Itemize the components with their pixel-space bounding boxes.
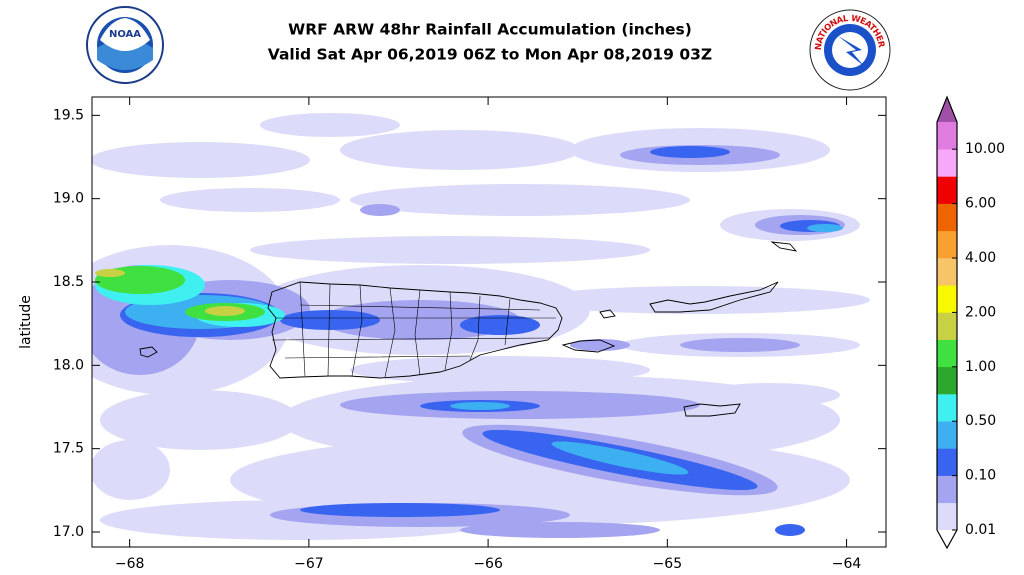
colorbar-tick-label: 6.00 — [965, 196, 996, 212]
colorbar-segment — [937, 421, 957, 449]
colorbar-tick-label: 4.00 — [965, 250, 996, 266]
subtitle: Valid Sat Apr 06,2019 06Z to Mon Apr 08,… — [268, 46, 712, 64]
y-tick-label: 17.5 — [53, 441, 84, 457]
y-tick-label: 18.0 — [53, 357, 84, 373]
colorbar-segment — [937, 285, 957, 313]
colorbar-segment — [937, 122, 957, 150]
colorbar-tick-label: 0.10 — [965, 468, 996, 484]
colorbar-under — [937, 530, 957, 548]
colorbar-tick-label: 0.50 — [965, 413, 996, 429]
title: WRF ARW 48hr Rainfall Accumulation (inch… — [288, 21, 692, 39]
noaa-logo: NOAA — [86, 6, 164, 84]
colorbar-tick-label: 10.00 — [965, 141, 1005, 157]
x-tick-label: −64 — [832, 556, 862, 572]
colorbar-segment — [937, 312, 957, 340]
noaa-logo-text: NOAA — [109, 29, 141, 40]
x-tick-label: −68 — [115, 556, 145, 572]
colorbar-segment — [937, 339, 957, 368]
y-tick-label: 19.0 — [53, 191, 84, 207]
axes: −68 −67 −66 −65 −64 17.0 17.5 18.0 18.5 19.0 19.5 — [53, 97, 886, 572]
y-tick-label: 19.5 — [53, 107, 84, 123]
colorbar-segment — [937, 394, 957, 422]
colorbar: 0.01 0.10 0.50 1.00 2.00 4.00 6.00 10.00 — [936, 95, 1005, 550]
x-tick-label: −66 — [473, 556, 503, 572]
colorbar-tick-label: 2.00 — [965, 304, 996, 320]
colorbar-segment — [937, 448, 957, 476]
plot-frame — [91, 96, 887, 548]
colorbar-segment — [937, 203, 957, 232]
colorbar-segment — [937, 230, 957, 259]
x-tick-label: −65 — [653, 556, 683, 572]
y-tick-label: 17.0 — [53, 524, 84, 540]
colorbar-segment — [937, 258, 957, 286]
y-axis-label: latitude — [18, 295, 34, 349]
rainfall-field — [92, 113, 870, 540]
colorbar-segment — [937, 366, 957, 395]
colorbar-segment — [937, 502, 957, 531]
colorbar-segment — [937, 176, 957, 204]
x-tick-label: −67 — [294, 556, 324, 572]
colorbar-tick-label: 1.00 — [965, 359, 996, 375]
colorbar-segment — [937, 149, 957, 177]
colorbar-segment — [937, 475, 957, 504]
colorbar-over — [937, 97, 957, 122]
colorbar-tick-label: 0.01 — [965, 522, 996, 538]
coastlines — [139, 241, 798, 417]
y-tick-label: 18.5 — [53, 274, 84, 290]
